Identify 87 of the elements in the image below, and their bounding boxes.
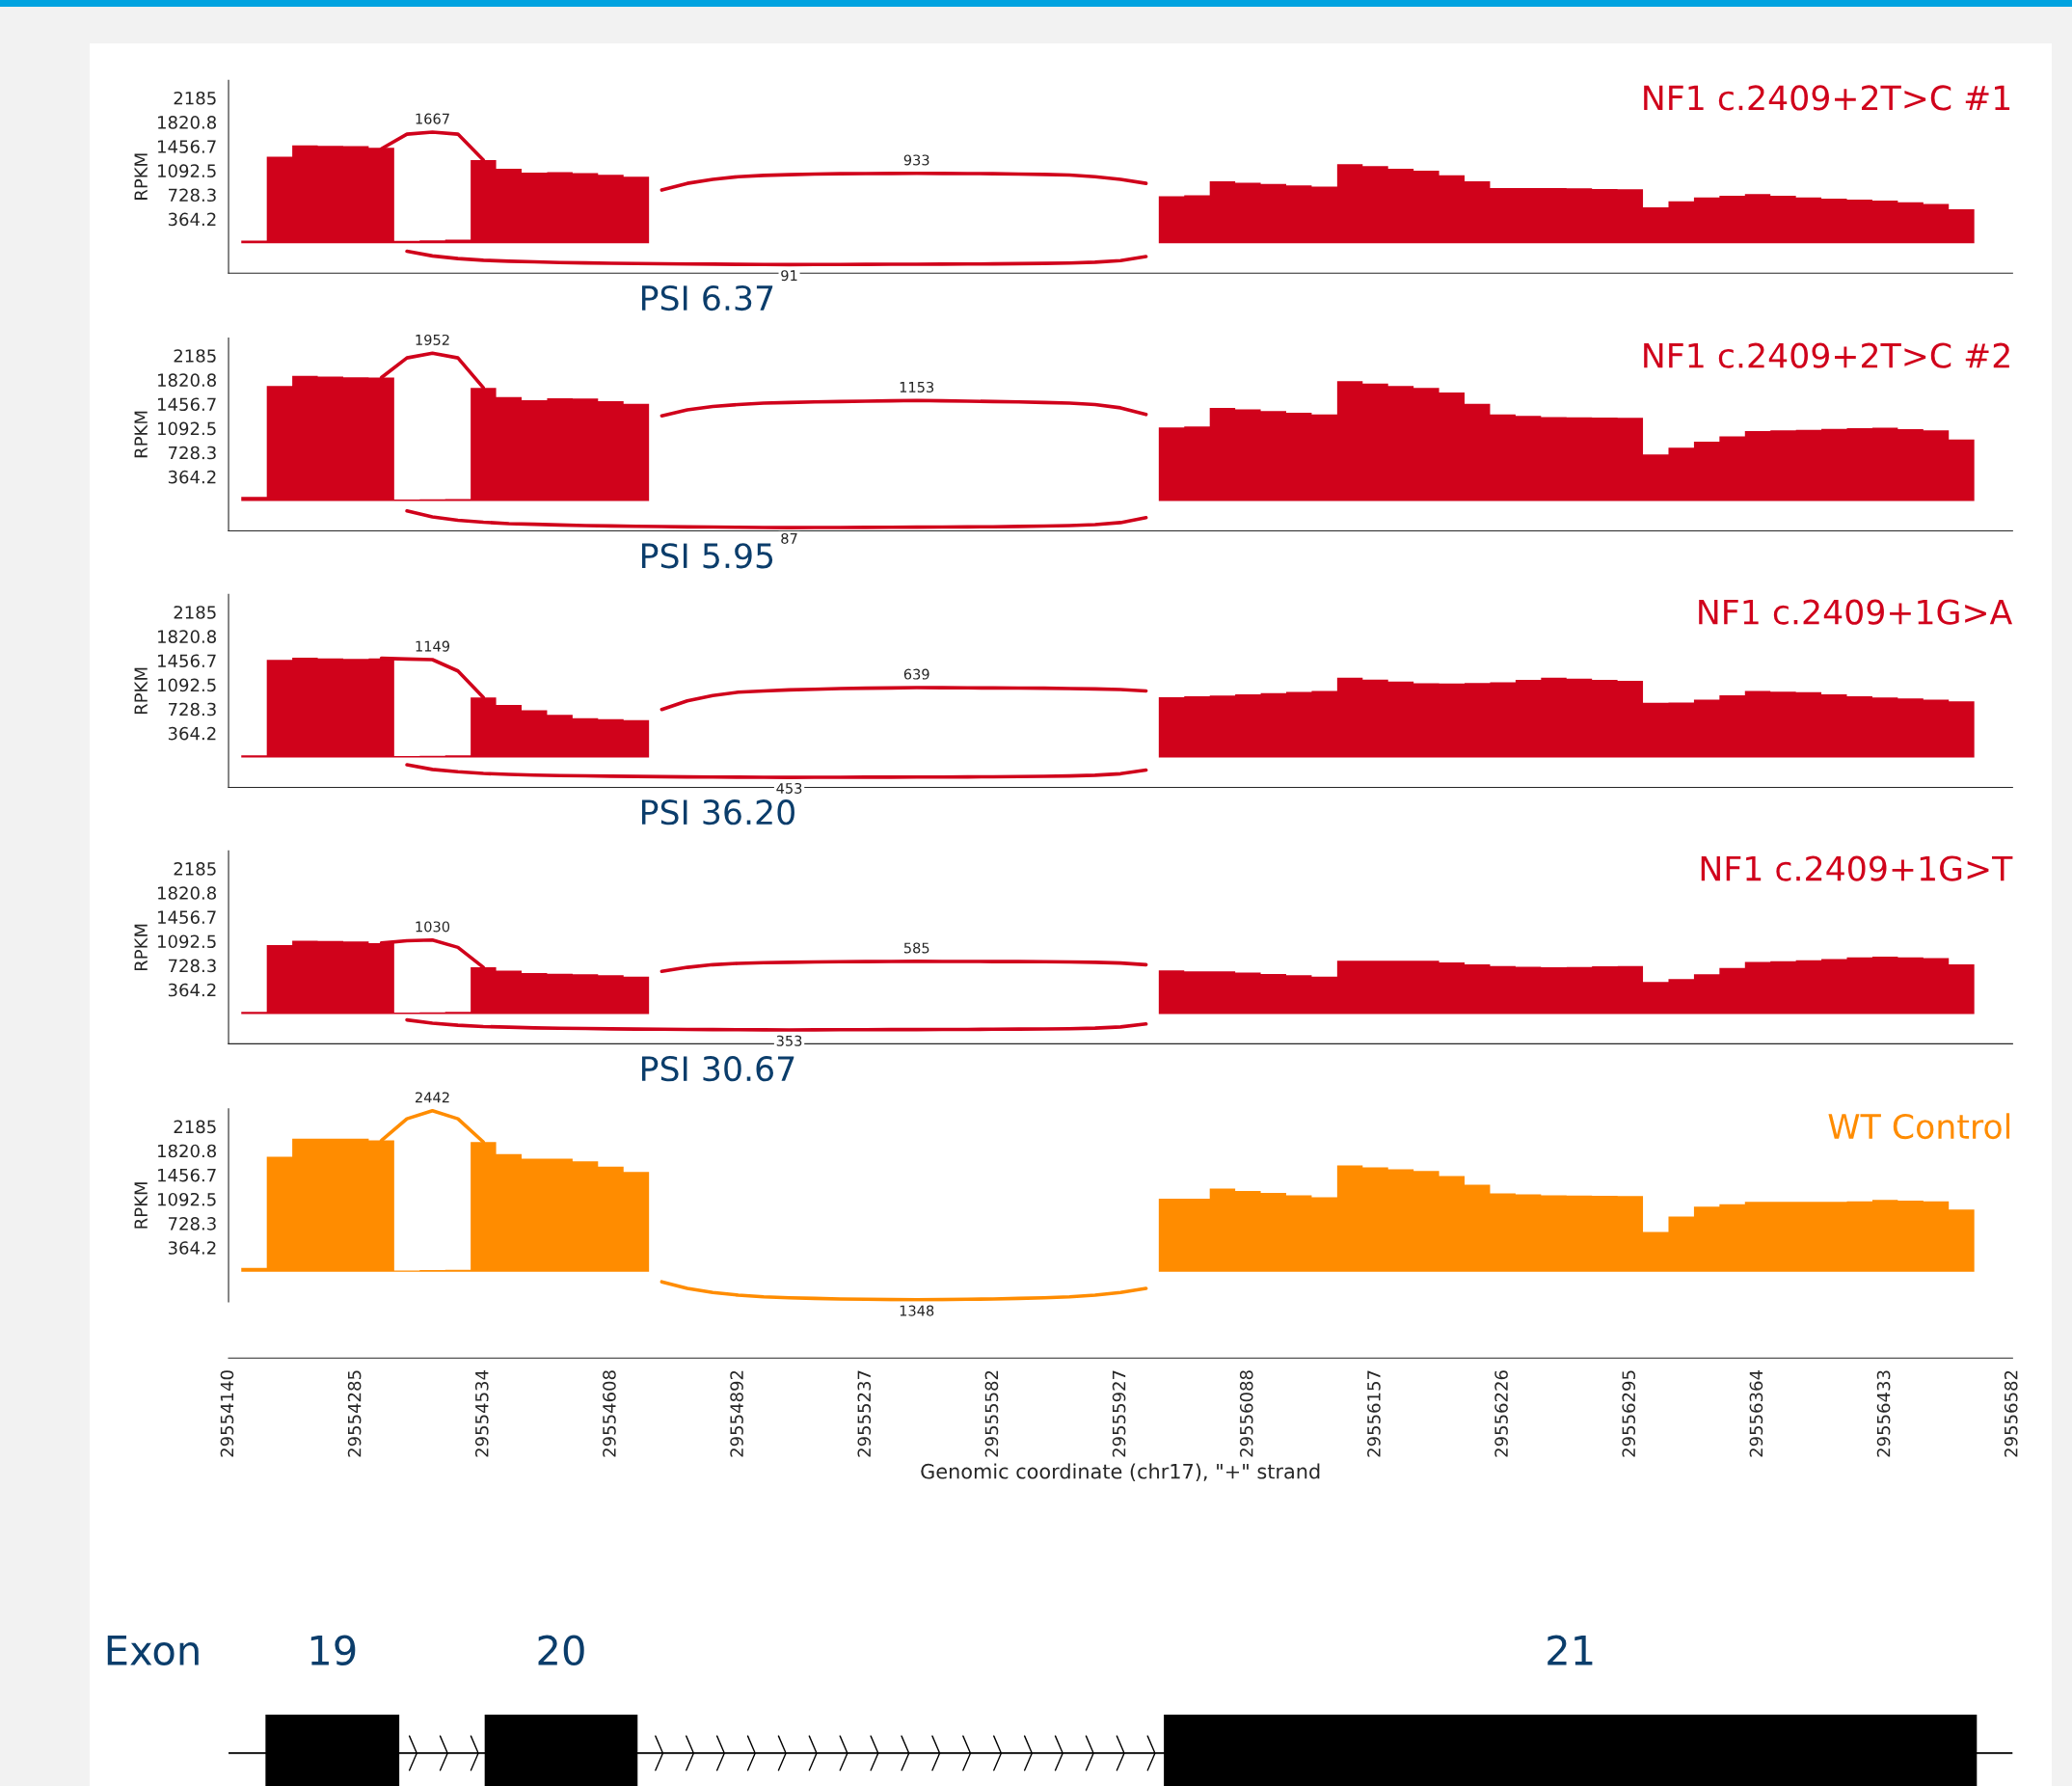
chart-title: NF1 c.2409+1G>T <box>1701 855 2013 881</box>
annotation: 933 <box>903 154 929 166</box>
y-tick-label: 1456.7 <box>158 397 216 412</box>
annotation: 453 <box>776 782 802 794</box>
line-series <box>659 960 1148 974</box>
line-series <box>659 171 1148 192</box>
y-tick-label: 728.3 <box>169 446 216 460</box>
y-tick-label: 2185 <box>174 349 216 363</box>
y-tick-label: 1092.5 <box>158 421 216 436</box>
text: 19 <box>310 1635 356 1666</box>
x-tick-label: 29556582 <box>2004 1370 2018 1457</box>
y-tick-label: 2185 <box>174 606 216 619</box>
text: PSI 5.95 <box>642 543 773 569</box>
chart-title: WT Control <box>1828 1113 2010 1140</box>
y-tick-label: 364.2 <box>168 212 216 227</box>
x-tick-label: 29556088 <box>1239 1370 1253 1457</box>
y-tick-label: 1820.8 <box>158 886 216 900</box>
y-tick-label: 1820.8 <box>158 1144 216 1158</box>
line-series <box>659 1280 1148 1302</box>
annotation: 1667 <box>416 113 449 124</box>
line-series <box>405 509 1148 529</box>
text: 87 <box>781 532 797 544</box>
y-tick-label: 2185 <box>174 862 216 876</box>
y-tick-label: 1820.8 <box>158 116 216 129</box>
line-series <box>405 763 1148 779</box>
line-series <box>659 398 1148 418</box>
x-tick-label: 29555927 <box>1112 1370 1126 1457</box>
y-tick-label: 1456.7 <box>158 1168 216 1182</box>
annotation: 639 <box>903 668 929 680</box>
y-tick-label: 2185 <box>174 91 216 105</box>
annotation: 353 <box>776 1035 802 1046</box>
text: PSI 36.20 <box>642 799 794 825</box>
y-tick-label: 1456.7 <box>158 140 216 153</box>
y-axis-title: RPKM <box>134 411 148 458</box>
x-tick-label: 29554285 <box>347 1370 362 1457</box>
y-axis-title: RPKM <box>134 1182 148 1229</box>
x-tick-label: 29554892 <box>730 1370 743 1457</box>
chart-title: NF1 c.2409+2T>C #1 <box>1644 85 2010 111</box>
chart-title: NF1 c.2409+2T>C #2 <box>1644 342 2009 368</box>
x-tick-label: 29556364 <box>1749 1370 1763 1457</box>
y-tick-label: 364.2 <box>168 470 216 484</box>
text: 20 <box>538 1635 584 1666</box>
y-tick-label: 728.3 <box>169 1217 216 1231</box>
x-tick-label: 29556157 <box>1367 1370 1381 1457</box>
x-tick-label: 29555237 <box>857 1370 872 1457</box>
text: 1348 <box>900 1305 934 1316</box>
annotation: 91 <box>781 270 797 282</box>
y-tick-label: 1092.5 <box>158 678 216 692</box>
y-tick-label: 364.2 <box>168 983 216 997</box>
annotation: 1149 <box>416 640 450 652</box>
x-tick-label: 29554608 <box>603 1370 616 1457</box>
y-axis-title: RPKM <box>134 924 148 971</box>
annotation: 1153 <box>900 381 934 392</box>
text: PSI 6.37 <box>642 284 773 311</box>
annotation: 1952 <box>416 334 449 345</box>
y-axis-title: RPKM <box>134 667 148 715</box>
x-tick-label: 29554534 <box>474 1370 489 1457</box>
x-tick-label: 29556433 <box>1876 1370 1891 1457</box>
annotation: 1030 <box>416 921 450 933</box>
chart-title: NF1 c.2409+1G>A <box>1699 599 2013 625</box>
y-tick-label: 728.3 <box>169 188 216 203</box>
text: PSI 30.67 <box>642 1056 794 1082</box>
x-axis-title: Genomic coordinate (chr17), "+" strand <box>921 1463 1320 1482</box>
text: Exon <box>107 1636 199 1666</box>
x-tick-label: 29555582 <box>984 1370 999 1457</box>
line-series <box>659 686 1148 712</box>
text: 2442 <box>416 1092 449 1103</box>
y-axis-title: RPKM <box>134 153 148 200</box>
x-tick-label: 29556295 <box>1622 1370 1636 1457</box>
line-series <box>405 249 1148 267</box>
y-tick-label: 1092.5 <box>158 164 216 177</box>
y-tick-label: 1456.7 <box>158 654 216 668</box>
y-tick-label: 1820.8 <box>158 373 216 387</box>
y-tick-label: 1456.7 <box>158 910 216 924</box>
line-series <box>405 1017 1148 1032</box>
y-tick-label: 1820.8 <box>158 630 216 643</box>
y-tick-label: 364.2 <box>168 1241 216 1255</box>
y-tick-label: 1092.5 <box>158 1192 216 1206</box>
x-tick-label: 29554140 <box>220 1370 234 1457</box>
y-tick-label: 2185 <box>174 1120 216 1134</box>
text: 21 <box>1547 1635 1593 1665</box>
y-tick-label: 728.3 <box>169 959 216 973</box>
annotation: 585 <box>903 942 929 954</box>
y-tick-label: 728.3 <box>169 702 216 717</box>
x-tick-label: 29556226 <box>1494 1370 1508 1457</box>
y-tick-label: 364.2 <box>168 726 216 741</box>
y-tick-label: 1092.5 <box>158 934 216 949</box>
